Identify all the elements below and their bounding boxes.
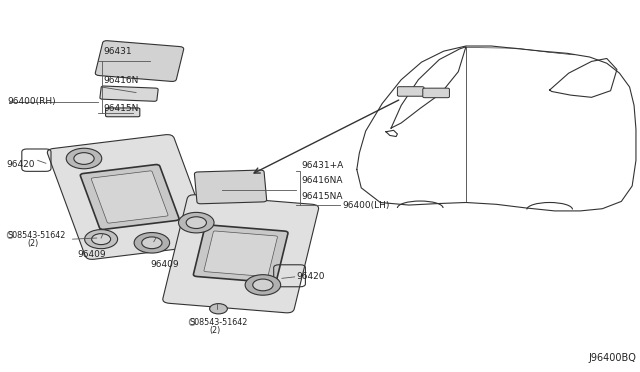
Text: S08543-51642: S08543-51642 xyxy=(190,318,248,327)
Circle shape xyxy=(141,237,162,248)
Text: 96400(RH): 96400(RH) xyxy=(8,97,56,106)
Text: 96416NA: 96416NA xyxy=(301,176,342,185)
Text: 96409: 96409 xyxy=(77,250,106,259)
Circle shape xyxy=(245,275,281,295)
Circle shape xyxy=(92,234,111,245)
Text: 96409: 96409 xyxy=(150,260,179,269)
Text: (2): (2) xyxy=(209,326,220,335)
Text: 96431: 96431 xyxy=(103,47,132,56)
Text: 96415N: 96415N xyxy=(103,104,138,113)
Text: 96400(LH): 96400(LH) xyxy=(343,201,390,209)
FancyBboxPatch shape xyxy=(163,195,319,313)
Circle shape xyxy=(74,153,94,164)
FancyBboxPatch shape xyxy=(397,87,424,96)
Circle shape xyxy=(66,148,102,169)
Text: S08543-51642: S08543-51642 xyxy=(8,231,66,240)
Circle shape xyxy=(186,217,207,228)
Text: 96420: 96420 xyxy=(6,160,35,169)
Circle shape xyxy=(253,279,273,291)
FancyBboxPatch shape xyxy=(100,86,158,101)
Text: 96420: 96420 xyxy=(296,272,325,281)
Text: 96415NA: 96415NA xyxy=(301,192,342,201)
FancyBboxPatch shape xyxy=(80,164,179,230)
Text: 96431+A: 96431+A xyxy=(301,160,343,170)
Text: o: o xyxy=(5,228,14,243)
Text: (2): (2) xyxy=(27,240,38,248)
Circle shape xyxy=(179,212,214,233)
Circle shape xyxy=(134,232,170,253)
FancyBboxPatch shape xyxy=(193,225,288,283)
Text: o: o xyxy=(188,315,196,329)
FancyBboxPatch shape xyxy=(204,231,278,276)
FancyBboxPatch shape xyxy=(95,41,184,81)
FancyBboxPatch shape xyxy=(47,135,212,259)
FancyBboxPatch shape xyxy=(423,88,449,98)
FancyBboxPatch shape xyxy=(195,170,267,204)
FancyBboxPatch shape xyxy=(92,171,168,223)
Circle shape xyxy=(210,304,227,314)
Text: J96400BQ: J96400BQ xyxy=(588,353,636,363)
Circle shape xyxy=(84,230,118,248)
Text: 96416N: 96416N xyxy=(103,76,138,85)
FancyBboxPatch shape xyxy=(106,108,140,117)
